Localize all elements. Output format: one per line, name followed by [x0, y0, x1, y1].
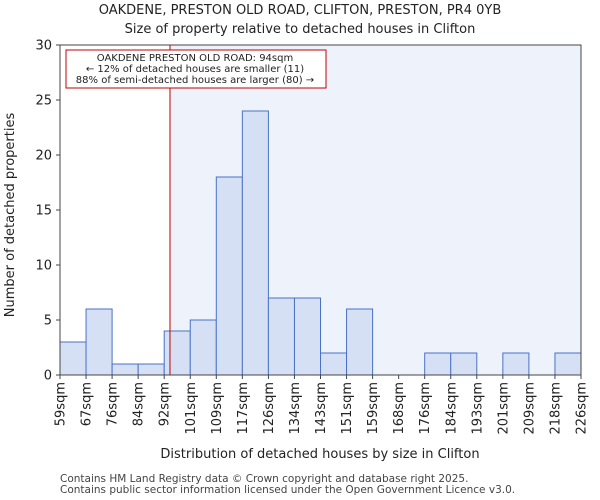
chart-subtitle: Size of property relative to detached ho… — [125, 22, 476, 37]
x-tick-label: 159sqm — [366, 382, 381, 435]
bar-184sqm — [450, 352, 478, 376]
x-tick-label: 126sqm — [262, 382, 277, 435]
x-tick-label: 59sqm — [54, 382, 69, 426]
annotation-frame — [65, 49, 327, 89]
annotation-line3: 88% of semi-detached houses are larger (… — [76, 75, 314, 86]
bars-group — [59, 110, 582, 376]
y-tick-label: 25 — [35, 94, 52, 109]
x-tick-label: 109sqm — [210, 382, 225, 435]
bar-151sqm — [346, 308, 374, 376]
x-axis-label: Distribution of detached houses by size … — [160, 447, 479, 462]
x-tick-label: 168sqm — [392, 382, 407, 435]
y-tick-label: 10 — [35, 259, 52, 274]
bar-134sqm — [293, 297, 322, 376]
bar-92sqm — [163, 330, 191, 376]
bar-126sqm — [267, 297, 295, 376]
bar-59sqm — [59, 341, 87, 376]
bar-76sqm — [111, 363, 139, 376]
annotation-line2: ← 12% of detached houses are smaller (11… — [86, 64, 304, 75]
x-tick-label: 226sqm — [575, 382, 590, 435]
x-tick-label: 143sqm — [314, 382, 329, 435]
x-tick-label: 76sqm — [106, 382, 121, 426]
bar-218sqm — [554, 352, 582, 376]
plot-frame — [59, 44, 582, 376]
x-tick-label: 218sqm — [548, 382, 563, 435]
y-tick-label: 30 — [35, 39, 52, 54]
bar-101sqm — [189, 319, 217, 376]
footer-line1: Contains HM Land Registry data © Crown c… — [60, 473, 468, 485]
footer-line2: Contains public sector information licen… — [60, 484, 515, 496]
chart-title: OAKDENE, PRESTON OLD ROAD, CLIFTON, PRES… — [99, 3, 502, 18]
x-tick-label: 176sqm — [418, 382, 433, 435]
x-tick-label: 117sqm — [236, 382, 251, 435]
annotation-box: OAKDENE PRESTON OLD ROAD: 94sqm ← 12% of… — [65, 49, 327, 89]
y-tick-label: 5 — [44, 314, 52, 329]
annotation-line1: OAKDENE PRESTON OLD ROAD: 94sqm — [97, 53, 293, 64]
x-tick-label: 101sqm — [184, 382, 199, 435]
bar-117sqm — [241, 110, 269, 376]
x-tick-label: 201sqm — [496, 382, 511, 435]
bar-176sqm — [424, 352, 452, 376]
bar-84sqm — [137, 363, 165, 376]
y-tick-label: 15 — [35, 204, 52, 219]
x-tick-label: 134sqm — [288, 382, 303, 435]
x-tick-label: 209sqm — [522, 382, 537, 435]
x-tick-label: 151sqm — [340, 382, 355, 435]
y-axis-label: Number of detached properties — [3, 113, 18, 318]
bar-201sqm — [502, 352, 530, 376]
x-ticks-group: 59sqm 67sqm 76sqm 84sqm 92sqm 101sqm 109sqm 117… — [54, 375, 590, 435]
y-ticks-group: 0 5 10 15 20 25 30 — [35, 39, 60, 384]
x-tick-label: 67sqm — [80, 382, 95, 426]
bar-143sqm — [320, 352, 348, 376]
y-tick-label: 0 — [44, 369, 52, 384]
y-tick-label: 20 — [35, 149, 52, 164]
bar-67sqm — [85, 308, 113, 376]
bar-109sqm — [215, 176, 243, 376]
x-tick-label: 84sqm — [132, 382, 147, 426]
x-tick-label: 184sqm — [444, 382, 459, 435]
x-tick-label: 92sqm — [158, 382, 173, 426]
x-tick-label: 193sqm — [470, 382, 485, 435]
